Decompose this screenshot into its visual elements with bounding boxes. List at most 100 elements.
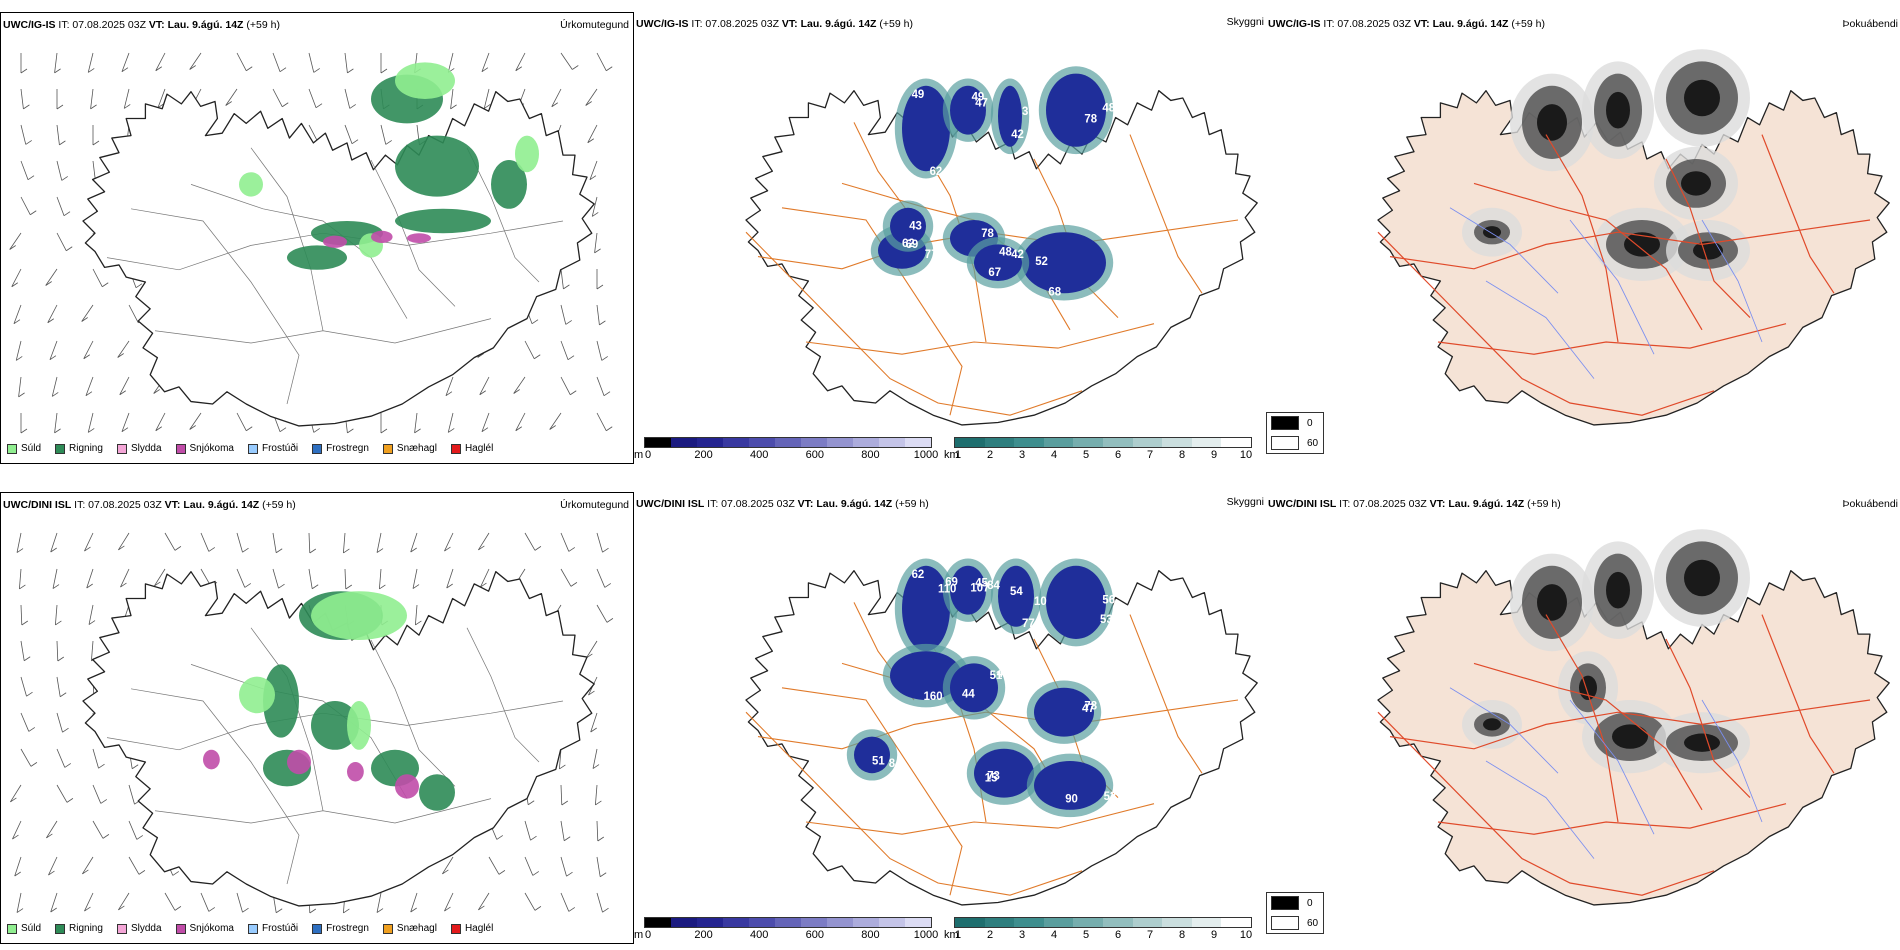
colorbar-unit: m [634,449,644,461]
ceiling-value-label: 107 [970,582,989,594]
colorbar-tick: 7 [1146,449,1154,461]
legend-label: Frostúði [261,443,299,454]
legend-swatch [175,923,186,934]
colorbar-unit: km [944,449,959,461]
legend-label: Snæhagl [396,923,437,934]
colorbar-segment [984,918,1015,927]
legend-label: Frostregn [326,443,369,454]
colorbar-tick: 4 [1050,449,1058,461]
colorbar-segment [749,438,775,447]
visibility-colorbar: km 1 2 3 4 5 6 7 8 9 10 [944,437,1254,464]
legend-swatch [382,443,393,454]
colorbar-segment [827,918,853,927]
ceiling-value-label: 15 [985,773,998,785]
colorbar-segment [697,918,723,927]
colorbar-segment [1102,918,1133,927]
legend-item: Rigning [55,923,103,934]
colorbar-segment [984,438,1015,447]
colorbar-tick: 200 [694,449,713,461]
legend-label: Rigning [69,923,103,934]
colorbar-segment [671,918,697,927]
panel-label: Skyggni [1226,496,1264,508]
ceiling-value-label: 67 [988,267,1001,279]
panel-title: UWC/DINI ISL IT: 07.08.2025 03Z VT: Lau.… [636,498,929,510]
fog-legend-label: 60 [1307,917,1319,929]
legend-swatch [175,443,186,454]
legend-swatch [450,923,461,934]
ceiling-value-label: 47 [975,97,988,109]
legend-item: Slydda [116,443,162,454]
colorbar-tick: 0 [644,449,652,461]
ceiling-value-label: 78 [981,228,994,240]
legend-item: Slydda [116,923,162,934]
legend-item: Haglél [450,443,494,454]
ceiling-value-label: 52 [1104,791,1117,803]
ceiling-value-label: 84 [987,580,1000,592]
legend-item: Snjókoma [175,923,234,934]
ceiling-value-label: 69 [906,239,919,251]
colorbar-tick: 600 [805,929,824,941]
colorbar-tick: 3 [1018,449,1026,461]
legend-label: Snjókoma [189,443,234,454]
fog-legend-row: 60 [1267,913,1323,933]
legend-item: Snjókoma [175,443,234,454]
ceiling-value-label: 84 [889,758,902,770]
colorbar-tick: 4 [1050,929,1058,941]
panel-label: Þokuábendi [1842,18,1898,30]
colorbar-tick: 10 [1239,929,1253,941]
ceiling-value-label: 90 [1065,793,1078,805]
colorbar-segment [723,438,749,447]
colorbar-segment [1014,438,1044,447]
fog-legend-label: 60 [1307,437,1319,449]
fog-map [1377,529,1890,906]
precip-legend: Súld Rigning Slydda Snjókoma Frostúði Frostre… [7,443,493,454]
legend-label: Haglél [464,443,494,454]
colorbar-segment [645,438,671,447]
ceiling-value-label: 49 [972,91,985,103]
panel-label: Skyggni [1226,16,1264,28]
colorbar-segment [1043,438,1074,447]
colorbar-segment [1162,918,1192,927]
legend-swatch [7,923,17,934]
ceiling-colorbar: m 0 200 400 600 800 1000 [634,917,938,944]
colorbar-segment [1191,438,1222,447]
fog-legend: 0 60 [1266,892,1324,934]
ceiling-value-label: 160 [924,691,943,703]
legend-swatch [382,923,393,934]
legend-swatch [312,923,323,934]
colorbar-segment [1162,438,1192,447]
colorbar-tick: 200 [694,929,713,941]
colorbar-tick: 10 [1239,449,1253,461]
ceiling-value-label: 49 [912,89,925,101]
ceiling-value-label: 51 [872,756,885,768]
fog-legend-row: 60 [1267,433,1323,453]
colorbar-tick: 2 [986,449,994,461]
ceiling-panel-row1: 49 47 37 48 78 77 68 42 43 62 49 42 78 48 62 52 67 69 44 U… [634,12,1266,464]
legend-item: Súld [7,443,41,454]
colorbar-tick: 5 [1082,929,1090,941]
colorbar-segment [879,918,905,927]
colorbar-segment [1221,438,1251,447]
colorbar-segment [1073,438,1103,447]
ceiling-panel-row2: 62 45 54 56 44 49 78 73 52 84 69 84 77 53 160 51 47 15 90 5… [634,492,1266,944]
legend-label: Slydda [130,443,162,454]
colorbar-segment [723,918,749,927]
legend-label: Súld [21,443,42,454]
ceiling-value-label: 52 [1035,256,1048,268]
ceiling-value-label: 69 [945,576,958,588]
colorbar-tick: 600 [805,449,824,461]
ceiling-value-label: 49 [997,668,1010,680]
colorbar-segment [671,438,697,447]
ceiling-value-label: 78 [1084,701,1097,713]
colorbar-unit: km [944,929,959,941]
colorbar-segment [1102,438,1133,447]
fog-legend-label: 0 [1307,417,1313,429]
colorbar-tick: 400 [750,449,769,461]
ceiling-value-label: 42 [1011,129,1024,141]
colorbar-tick: 1000 [913,449,939,461]
legend-item: Frostregn [312,443,369,454]
colorbar-segment [853,438,879,447]
colorbar-tick: 8 [1178,449,1186,461]
ceiling-value-label: 62 [930,166,943,178]
colorbar-segment [879,438,905,447]
